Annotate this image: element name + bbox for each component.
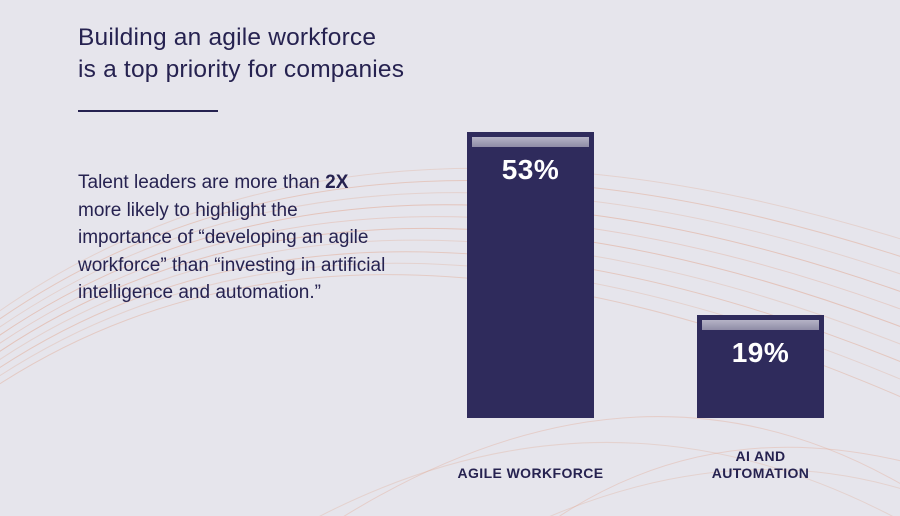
bar-cap-agile-workforce: [472, 137, 589, 147]
bar-agile-workforce: 53%: [467, 132, 594, 418]
bar-value-ai-automation: 19%: [731, 337, 790, 368]
description-after-bold: more likely to highlight the importance …: [78, 199, 386, 304]
bar-value-agile-workforce: 53%: [501, 154, 560, 185]
page-title: Building an agile workforce is a top pri…: [78, 22, 404, 86]
title-line-1: Building an agile workforce: [78, 24, 377, 51]
title-underline: [78, 110, 218, 112]
description-before-bold: Talent leaders are more than: [78, 172, 326, 193]
bar-label-agile-workforce: AGILE WORKFORCE: [457, 465, 604, 481]
bar-cap-ai-automation: [702, 320, 819, 330]
description-text: Talent leaders are more than 2X more lik…: [78, 169, 390, 307]
bar-label-ai-automation: AI AND AUTOMATION: [711, 448, 810, 481]
title-line-2: is a top priority for companies: [78, 56, 405, 83]
bar-ai-automation: 19%: [697, 315, 824, 418]
description-bold-stat: 2X: [325, 172, 349, 193]
